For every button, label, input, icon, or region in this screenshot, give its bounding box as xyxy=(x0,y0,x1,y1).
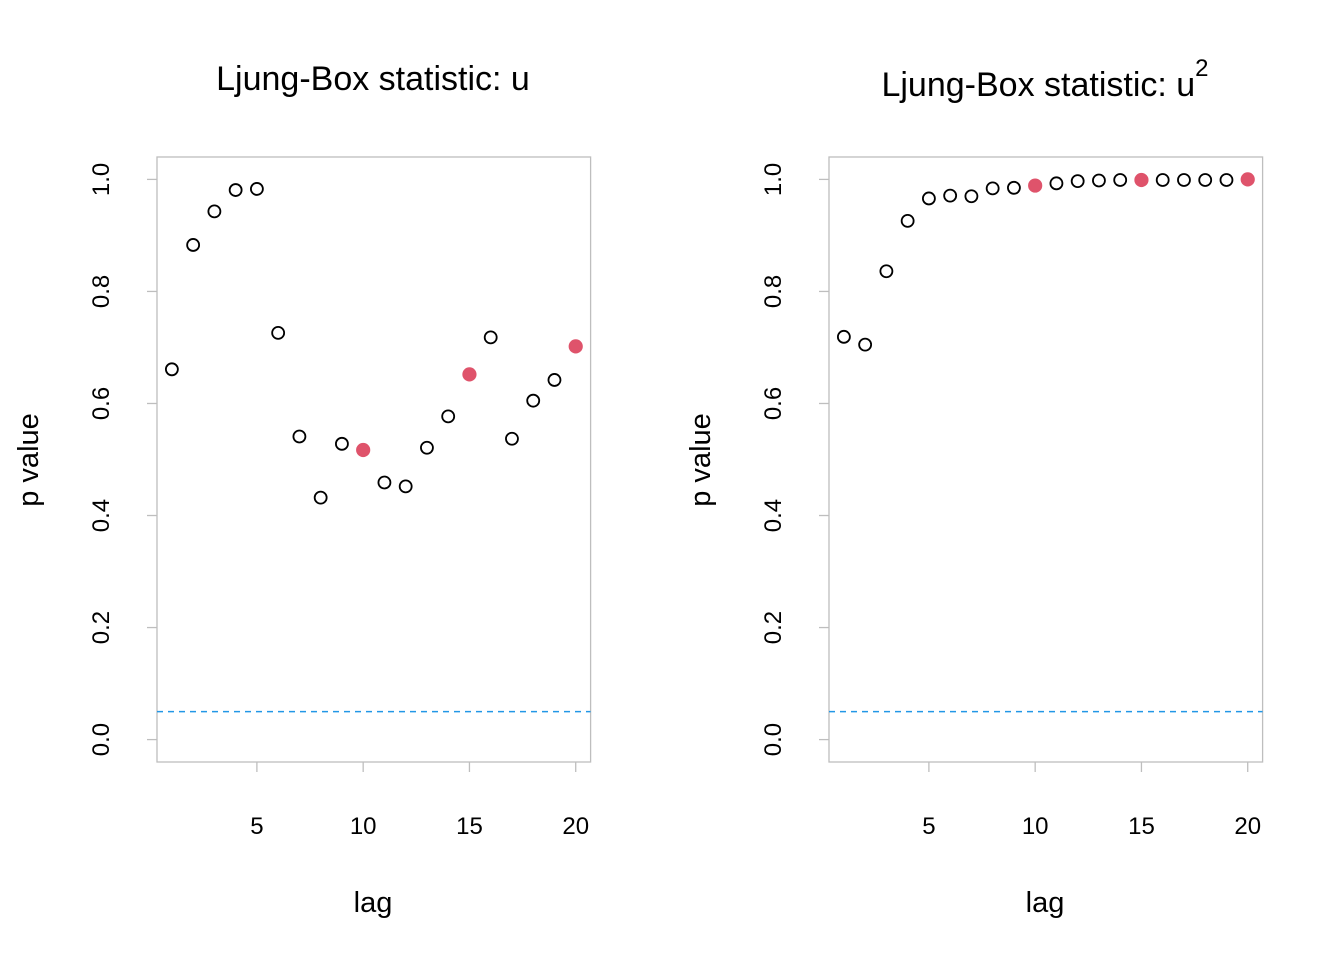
chart-panel-u-squared: Ljung-Box statistic: u2 lag p value 5 10 1… xyxy=(685,55,1264,919)
data-point xyxy=(1113,173,1128,187)
highlighted-data-point xyxy=(568,339,583,354)
data-point xyxy=(441,409,456,424)
data-point xyxy=(921,191,936,206)
highlighted-data-point xyxy=(1134,172,1149,188)
data-point xyxy=(186,238,201,252)
x-tick-label: 20 xyxy=(1234,813,1261,840)
highlighted-data-point xyxy=(1240,172,1255,187)
x-tick-label: 15 xyxy=(1128,813,1155,840)
chart-title: Ljung-Box statistic: u2 xyxy=(881,55,1208,104)
data-point xyxy=(335,436,349,451)
x-tick-label: 20 xyxy=(562,813,589,840)
x-axis-label: lag xyxy=(1026,887,1065,919)
highlighted-data-point xyxy=(462,367,477,382)
data-point xyxy=(292,429,307,444)
data-point xyxy=(483,330,498,345)
y-tick-label: 1.0 xyxy=(760,163,787,196)
x-tick-label: 5 xyxy=(922,813,935,840)
data-point xyxy=(164,362,179,377)
y-tick-label: 0.4 xyxy=(760,499,787,532)
data-point xyxy=(836,329,851,344)
data-point xyxy=(377,475,392,490)
chart-title: Ljung-Box statistic: u xyxy=(216,60,530,98)
data-point xyxy=(505,431,519,446)
x-tick-label: 15 xyxy=(456,813,483,840)
y-tick-label: 0.6 xyxy=(760,387,787,420)
data-point xyxy=(1092,173,1106,188)
data-point xyxy=(207,204,222,219)
data-point xyxy=(271,325,286,340)
data-point xyxy=(943,188,958,203)
x-axis-label: lag xyxy=(354,887,393,919)
data-point xyxy=(858,337,873,352)
x-tick-label: 5 xyxy=(250,813,263,840)
x-axis-ticks: 5 10 15 20 xyxy=(922,762,1261,840)
highlighted-data-point xyxy=(1028,178,1043,193)
y-tick-label: 0.0 xyxy=(760,723,787,756)
x-axis-ticks: 5 10 15 20 xyxy=(250,762,589,840)
data-point xyxy=(900,213,915,228)
data-point xyxy=(313,490,328,505)
y-axis-label: p value xyxy=(685,413,717,507)
data-point xyxy=(1070,174,1085,188)
data-point xyxy=(1155,173,1170,187)
data-point xyxy=(964,189,979,204)
data-point xyxy=(398,479,413,494)
data-point xyxy=(985,181,1000,196)
chart-panel-u: Ljung-Box statistic: u lag p value 5 10 15… xyxy=(13,60,592,919)
y-tick-label: 0.6 xyxy=(88,387,115,420)
data-points xyxy=(164,182,583,505)
data-point xyxy=(1007,180,1021,195)
y-tick-label: 0.4 xyxy=(88,499,115,532)
y-tick-label: 0.0 xyxy=(88,723,115,756)
data-point xyxy=(526,393,541,408)
data-point xyxy=(420,440,434,455)
x-tick-label: 10 xyxy=(1022,813,1049,840)
y-tick-label: 1.0 xyxy=(88,163,115,196)
y-axis-label: p value xyxy=(13,413,45,507)
plot-frame xyxy=(156,156,592,763)
highlighted-data-point xyxy=(356,442,371,458)
data-point xyxy=(1049,176,1064,191)
data-points xyxy=(836,172,1255,352)
y-tick-label: 0.2 xyxy=(88,611,115,644)
y-tick-label: 0.8 xyxy=(760,275,787,308)
y-tick-label: 0.2 xyxy=(760,611,787,644)
data-point xyxy=(1177,173,1191,187)
data-point xyxy=(249,182,264,196)
data-point xyxy=(1219,173,1234,187)
data-point xyxy=(228,183,243,197)
data-point xyxy=(547,373,562,387)
plot-frame xyxy=(828,156,1264,763)
y-axis-ticks: 0.0 0.2 0.4 0.6 0.8 1.0 xyxy=(760,163,829,756)
y-tick-label: 0.8 xyxy=(88,275,115,308)
data-point xyxy=(1198,173,1213,187)
y-axis-ticks: 0.0 0.2 0.4 0.6 0.8 1.0 xyxy=(88,163,157,756)
x-tick-label: 10 xyxy=(350,813,377,840)
data-point xyxy=(879,264,894,279)
